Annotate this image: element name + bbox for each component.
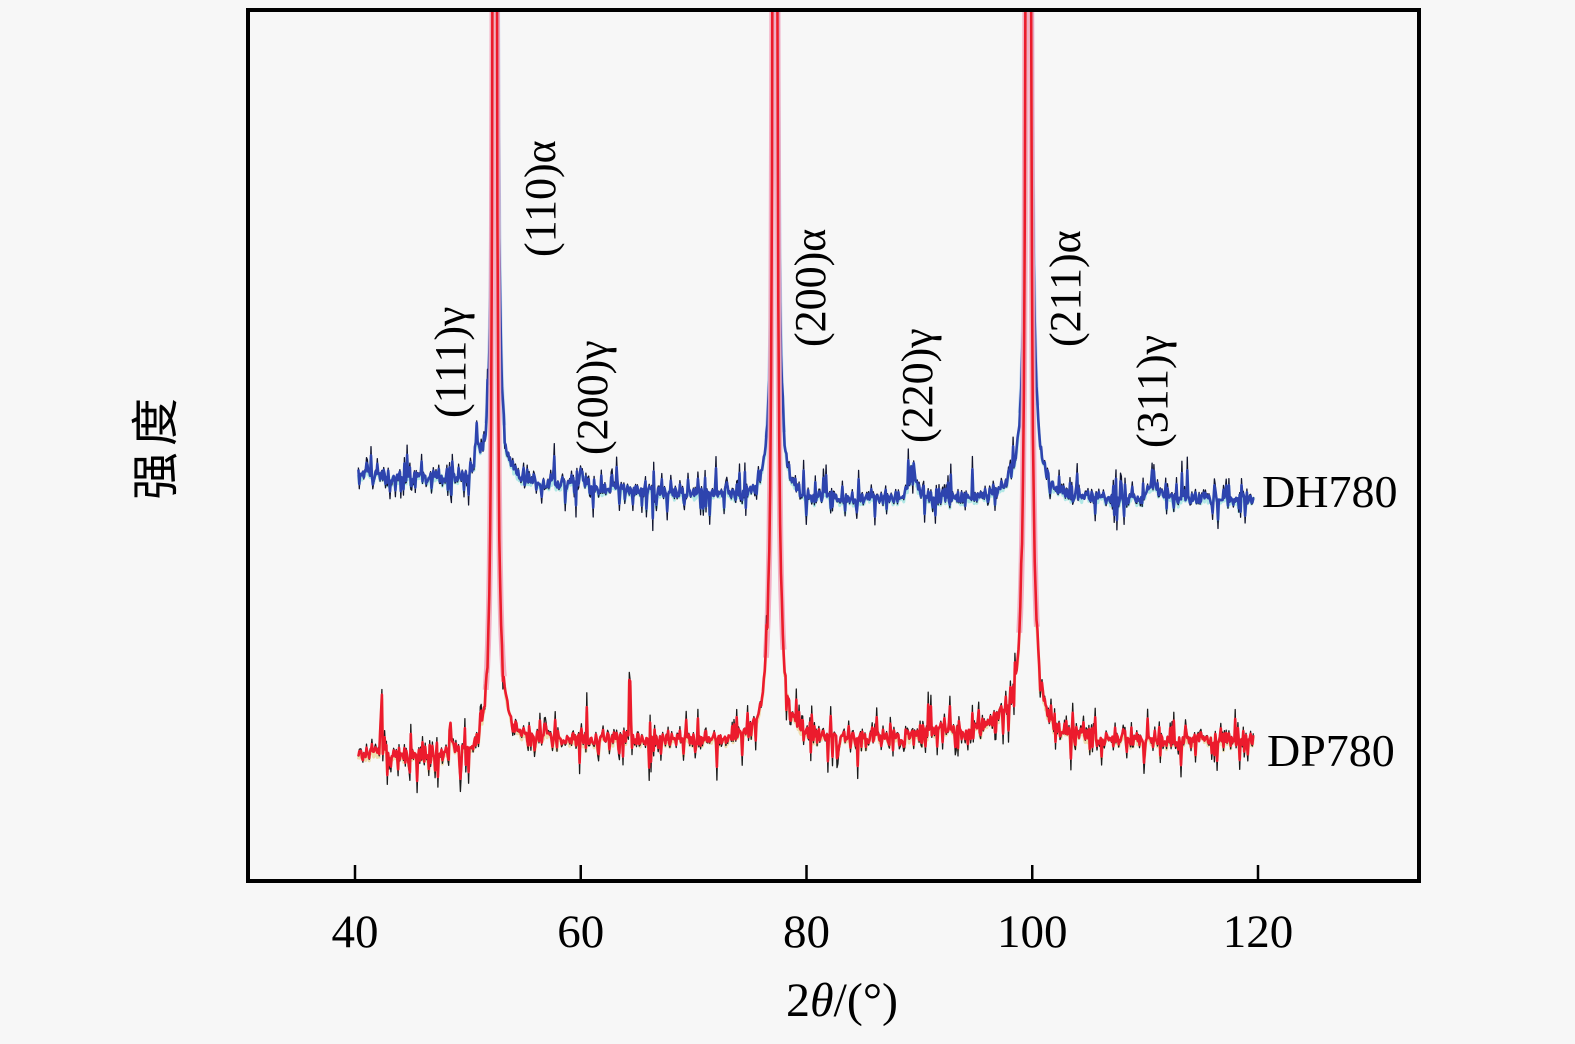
peak-annotation: (220)γ	[893, 328, 942, 443]
peak-annotation: (211)α	[1041, 230, 1090, 347]
series-label-dp780: DP780	[1267, 725, 1395, 776]
x-tick-label: 120	[1223, 906, 1294, 958]
peak-annotation: (200)γ	[568, 340, 617, 455]
dh780-trace-main	[357, 12, 1255, 522]
peak-annotation: (110)α	[516, 140, 565, 257]
peak-annotation: (311)γ	[1128, 335, 1177, 448]
x-tick-label: 100	[997, 906, 1068, 958]
plot-border	[246, 8, 1421, 883]
dp780-trace-main	[357, 12, 1255, 783]
x-axis-title: 2θ/(°)	[786, 974, 898, 1027]
curves-layer	[356, 12, 1256, 794]
x-tick-label: 60	[557, 906, 604, 958]
x-tick-label: 40	[332, 906, 379, 958]
peak-annotation: (200)α	[786, 229, 835, 347]
peak-annotation: (111)γ	[426, 307, 475, 418]
series-label-dh780: DH780	[1262, 466, 1397, 517]
x-tick-label: 80	[783, 906, 830, 958]
y-axis-title: 强度	[130, 392, 183, 500]
